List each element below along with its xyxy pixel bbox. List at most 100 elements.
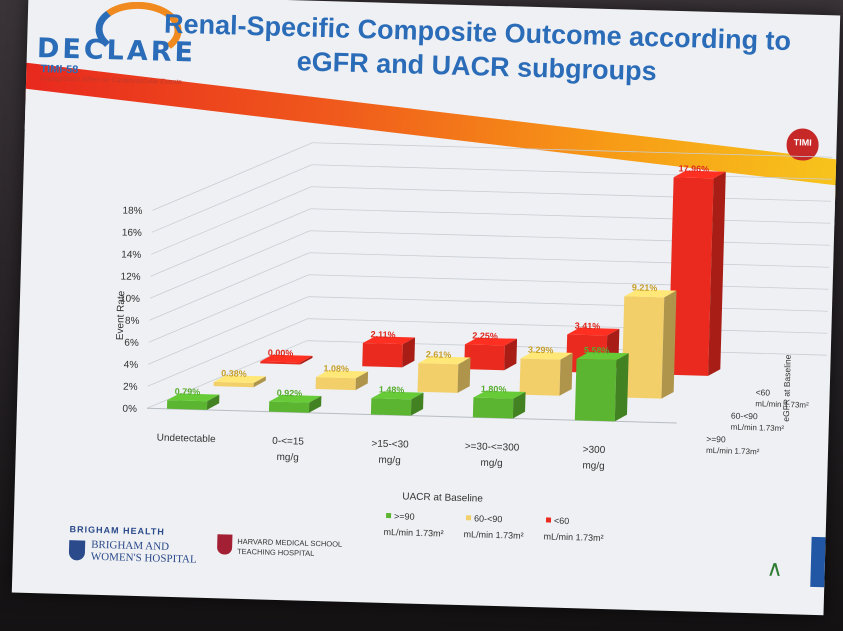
bar-front <box>519 358 561 396</box>
grid-line <box>310 208 831 224</box>
x-tick-label: >15-<30 <box>371 439 409 451</box>
y-tick-label: 4% <box>124 360 139 371</box>
legend-label: <60 <box>554 516 570 526</box>
bar-side <box>708 171 726 376</box>
x-tick-unit: mg/g <box>378 455 401 467</box>
y-tick-label: 12% <box>120 271 140 283</box>
grid-line-side <box>149 230 311 299</box>
harvard-name: HARVARD MEDICAL SCHOOL TEACHING HOSPITAL <box>236 536 342 558</box>
bar-front <box>268 401 310 413</box>
bar-front <box>370 398 412 416</box>
bar-front <box>574 358 617 422</box>
depth-label-unit: mL/min 1.73m² <box>706 446 760 456</box>
bar-side <box>308 395 322 413</box>
brigham-name: BRIGHAM AND WOMEN'S HOSPITAL <box>90 538 197 566</box>
y-tick-label: 8% <box>125 316 140 327</box>
depth-label: >=90 <box>706 434 726 445</box>
bar-top <box>576 352 629 360</box>
bar-side <box>504 338 518 371</box>
bar-side <box>614 353 629 422</box>
bar-front <box>260 361 301 365</box>
data-label: 3.29% <box>528 345 554 356</box>
bar-top <box>362 336 416 345</box>
bar-front <box>213 381 254 388</box>
grid-line <box>309 252 830 268</box>
bar-front <box>668 177 714 376</box>
data-label: 5.58% <box>584 345 610 356</box>
bar-side <box>661 290 677 399</box>
data-label: 3.41% <box>575 321 601 332</box>
grid-line <box>308 274 829 290</box>
data-label: 17.96% <box>678 163 709 174</box>
corner-blue-tab <box>810 536 826 588</box>
bar-front <box>362 343 403 368</box>
data-label: 2.25% <box>472 331 498 342</box>
y-tick-label: 6% <box>124 338 139 349</box>
brigham-logo: BRIGHAM HEALTH BRIGHAM AND WOMEN'S HOSPI… <box>68 524 197 566</box>
grid-line-side <box>151 164 312 233</box>
depth-label-unit: mL/min 1.73m² <box>731 423 785 433</box>
data-label: 1.08% <box>323 363 349 374</box>
grid-line-side <box>148 274 309 343</box>
bar-front <box>315 377 356 391</box>
legend-unit: mL/min 1.73m² <box>383 527 443 539</box>
bar-side <box>512 392 526 419</box>
bar-top <box>213 375 266 384</box>
grid-line-side <box>152 142 313 211</box>
data-label: 0.92% <box>277 388 303 399</box>
bar-chart-3d: 0% 2% 4% 6% 8% 10% 12% 14% 16% 18% Event Rate 0.00%… <box>115 142 833 543</box>
legend-label: 60-<90 <box>474 513 503 524</box>
bar-top <box>167 393 220 402</box>
grid-line-side <box>150 208 311 277</box>
grid-line <box>309 230 830 246</box>
projection-screen: DECLARE TIMI-58 Dapagliflozin Effect on … <box>11 0 841 616</box>
depth-label: <60 <box>756 387 771 397</box>
bar-top <box>371 391 424 400</box>
bar-side <box>355 371 369 391</box>
grid-line <box>308 296 828 312</box>
grid-line <box>311 186 832 202</box>
x-tick-label: 0-<=15 <box>272 436 304 448</box>
corner-mark-icon: ∧ <box>766 555 784 582</box>
data-label: 2.61% <box>426 349 452 360</box>
grid-line-side <box>149 252 310 321</box>
bar-front <box>472 397 514 419</box>
legend-swatch <box>545 517 552 523</box>
y-tick-label: 18% <box>122 205 142 217</box>
bar-front <box>166 400 208 410</box>
grid-line <box>311 164 832 180</box>
y-axis-title: Event Rate <box>115 290 127 340</box>
legend-swatch <box>465 515 472 521</box>
bar-side <box>253 376 266 388</box>
bar-side <box>559 352 573 396</box>
grid-line <box>307 318 828 334</box>
y-tick-label: 16% <box>122 227 142 239</box>
x-tick-label: Undetectable <box>157 433 217 446</box>
bar-top <box>464 337 518 346</box>
y-tick-label: 0% <box>122 404 137 415</box>
x-tick-unit: mg/g <box>480 458 503 470</box>
data-label: 0.00% <box>268 348 294 359</box>
data-label: 9.21% <box>632 282 658 293</box>
brigham-crest-icon <box>68 540 86 561</box>
bar-top <box>520 351 573 360</box>
bar-top <box>260 354 313 363</box>
depth-label: 60-<90 <box>731 411 758 422</box>
bar-top <box>624 289 677 298</box>
bar-top <box>567 327 620 336</box>
x-tick-unit: mg/g <box>276 452 299 464</box>
bar-front <box>464 344 505 371</box>
data-label: 0.38% <box>221 368 247 379</box>
legend-unit: mL/min 1.73m² <box>543 531 603 543</box>
grid-line-side <box>151 186 312 255</box>
data-label: 2.11% <box>370 329 395 340</box>
y-tick-label: 2% <box>123 382 138 393</box>
legend-swatch <box>386 512 392 519</box>
grid-line-side <box>147 318 308 387</box>
harvard-crest-icon <box>216 534 233 555</box>
data-label: 1.80% <box>481 384 507 395</box>
grid-line-side <box>148 296 309 365</box>
data-label: 1.48% <box>379 384 405 395</box>
bar-side <box>457 357 471 393</box>
y-tick-label: 14% <box>121 249 141 261</box>
